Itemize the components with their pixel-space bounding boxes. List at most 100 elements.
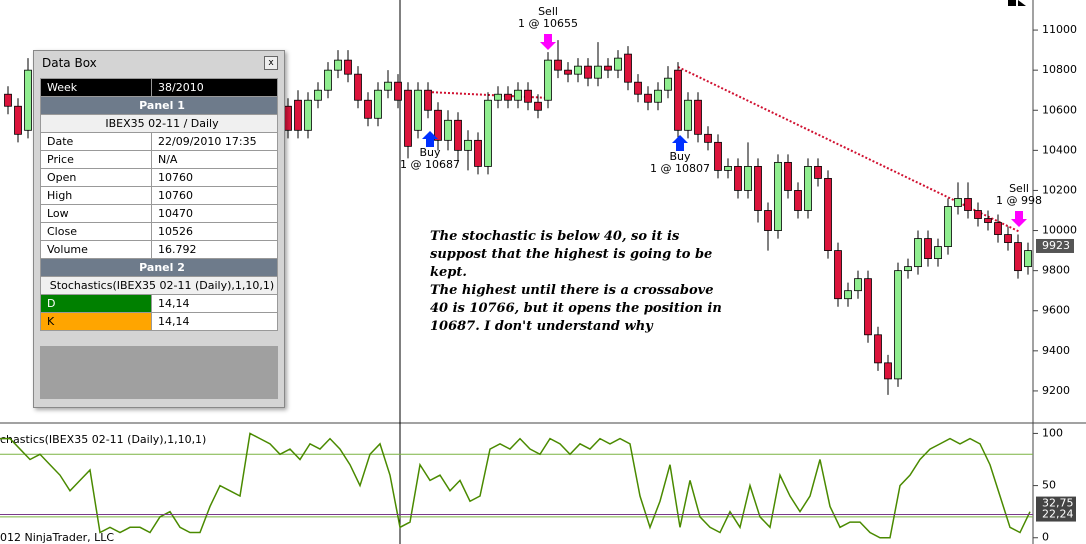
data-row: Close 10526 — [40, 222, 278, 241]
y-tick-label: 9600 — [1042, 304, 1070, 317]
data-row: Volume 16.792 — [40, 240, 278, 259]
candle-body — [584, 65, 592, 79]
candle-body — [504, 93, 512, 101]
candle-body — [984, 218, 992, 223]
y-tick-label: 0 — [1042, 531, 1049, 544]
marker-box — [1036, 496, 1076, 511]
candle-body — [744, 165, 752, 191]
candle-body — [454, 119, 462, 151]
note-line: kept. — [430, 265, 467, 280]
candle-body — [394, 81, 402, 101]
candle-body — [674, 69, 682, 131]
candle-body — [564, 69, 572, 75]
value: 14,14 — [151, 294, 278, 313]
candle-body — [344, 59, 352, 75]
candle-body — [874, 334, 882, 364]
y-tick-label: 10000 — [1042, 224, 1077, 237]
y-tick-label: 10800 — [1042, 63, 1077, 76]
signal-label: Buy — [669, 150, 691, 163]
signal-label: Sell — [1009, 182, 1029, 195]
close-button[interactable]: x — [264, 56, 278, 70]
candle-body — [694, 99, 702, 135]
data-row: Date 22/09/2010 17:35 — [40, 132, 278, 151]
candle-body — [24, 69, 32, 131]
data-box-title: Data Box x — [34, 51, 284, 75]
key: K — [40, 312, 152, 331]
candle-body — [664, 77, 672, 91]
value: 14,14 — [151, 312, 278, 331]
panel-title: Panel 1 — [40, 96, 278, 115]
candle-body — [834, 250, 842, 300]
candle-body — [784, 161, 792, 191]
candle-body — [534, 101, 542, 111]
candle-body — [914, 238, 922, 268]
y-tick-label: 9800 — [1042, 264, 1070, 277]
value: 16.792 — [151, 240, 278, 259]
buy-arrow — [422, 131, 438, 147]
candle-body — [684, 99, 692, 131]
value: 10760 — [151, 186, 278, 205]
indicator-line — [0, 432, 1031, 539]
candle-body — [704, 133, 712, 143]
candle-body — [924, 238, 932, 260]
signal-label: 1 @ 10655 — [518, 17, 578, 30]
candle-body — [444, 119, 452, 141]
candle-body — [714, 141, 722, 171]
plot-row: K 14,14 — [40, 312, 278, 331]
candle-body — [1024, 250, 1032, 268]
candle-body — [624, 53, 632, 83]
candle-body — [774, 161, 782, 231]
candle-body — [554, 59, 562, 71]
candle-body — [1004, 234, 1012, 243]
candle-body — [544, 59, 552, 101]
value: 10526 — [151, 222, 278, 241]
value: 10470 — [151, 204, 278, 223]
note-line: 10687. I don't understand why — [430, 319, 653, 334]
instrument: IBEX35 02-11 / Daily — [40, 114, 278, 133]
indicator-row: Stochastics(IBEX35 02-11 (Daily),1,10,1) — [40, 276, 278, 295]
candle-body — [594, 65, 602, 79]
buy-arrow — [672, 135, 688, 151]
candle-body — [364, 99, 372, 119]
candle-body — [574, 65, 582, 75]
data-box: Data Box x Week 38/2010 Panel 1 IBEX35 02-… — [33, 50, 285, 408]
key: Low — [40, 204, 152, 223]
candle-body — [1014, 242, 1022, 272]
candle-body — [494, 93, 502, 101]
candle-body — [474, 139, 482, 167]
y-tick-label: 50 — [1042, 479, 1056, 492]
candle-body — [724, 165, 732, 171]
marker-label: 32,75 — [1042, 497, 1074, 510]
value: N/A — [151, 150, 278, 169]
candle-body — [994, 222, 1002, 235]
candle-body — [614, 57, 622, 71]
key: High — [40, 186, 152, 205]
candle-body — [734, 165, 742, 191]
candle-body — [314, 89, 322, 101]
candle-body — [934, 246, 942, 260]
candle-body — [374, 89, 382, 119]
data-row: High 10760 — [40, 186, 278, 205]
candle-body — [384, 81, 392, 91]
signal-label: 1 @ 10687 — [400, 158, 460, 171]
candle-body — [484, 99, 492, 167]
candle-body — [944, 206, 952, 247]
candle-body — [14, 105, 22, 135]
signal-label: 1 @ 10807 — [650, 162, 710, 175]
y-tick-label: 100 — [1042, 426, 1063, 439]
candle-body — [644, 93, 652, 103]
key: Close — [40, 222, 152, 241]
y-tick-label: 10200 — [1042, 183, 1077, 196]
candle-body — [424, 89, 432, 111]
candle-body — [894, 270, 902, 380]
last-price-label: 9923 — [1042, 239, 1070, 252]
candle-body — [904, 266, 912, 272]
data-row: Price N/A — [40, 150, 278, 169]
panel-row: Panel 2 — [40, 258, 278, 277]
trade-line — [677, 66, 1021, 233]
value: 22/09/2010 17:35 — [151, 132, 278, 151]
note-line: The stochastic is below 40, so it is — [430, 229, 680, 244]
candle-body — [844, 290, 852, 300]
candle-body — [354, 73, 362, 101]
